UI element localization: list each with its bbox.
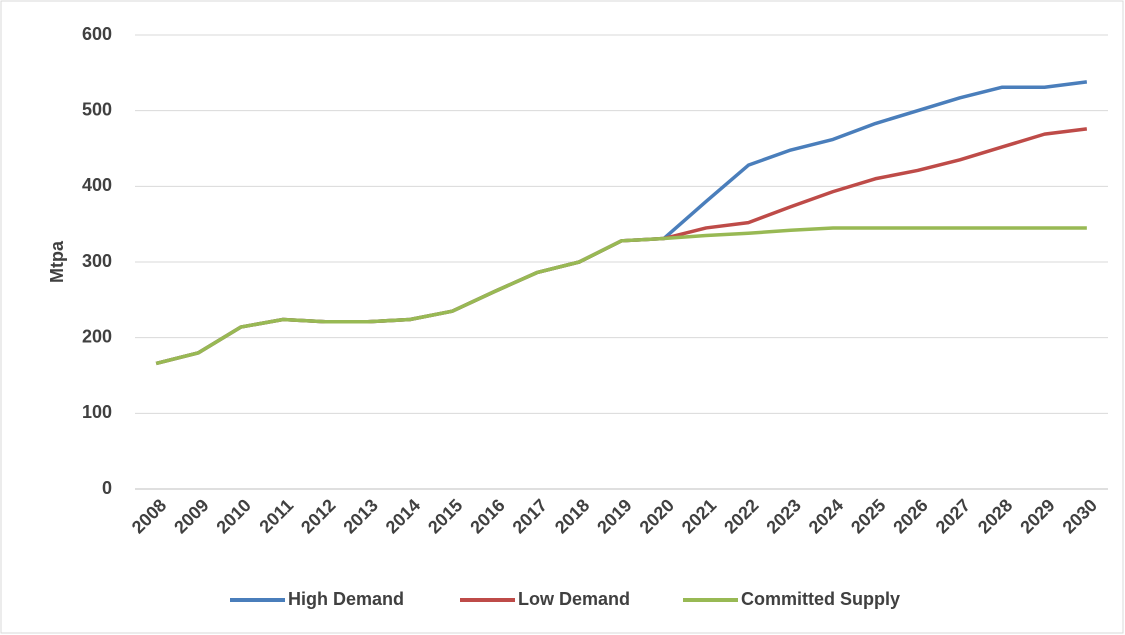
y-tick-label: 600 <box>82 24 112 44</box>
y-tick-label: 100 <box>82 402 112 422</box>
legend-label: Low Demand <box>518 589 630 609</box>
y-tick-label: 0 <box>102 478 112 498</box>
legend-label: Committed Supply <box>741 589 900 609</box>
series-line <box>155 226 1087 366</box>
y-tick-label: 300 <box>82 251 112 271</box>
legend-label: High Demand <box>288 589 404 609</box>
y-tick-label: 400 <box>82 175 112 195</box>
y-tick-label: 200 <box>82 326 112 346</box>
y-tick-label: 500 <box>82 99 112 119</box>
y-axis-label: Mtpa <box>47 240 67 283</box>
